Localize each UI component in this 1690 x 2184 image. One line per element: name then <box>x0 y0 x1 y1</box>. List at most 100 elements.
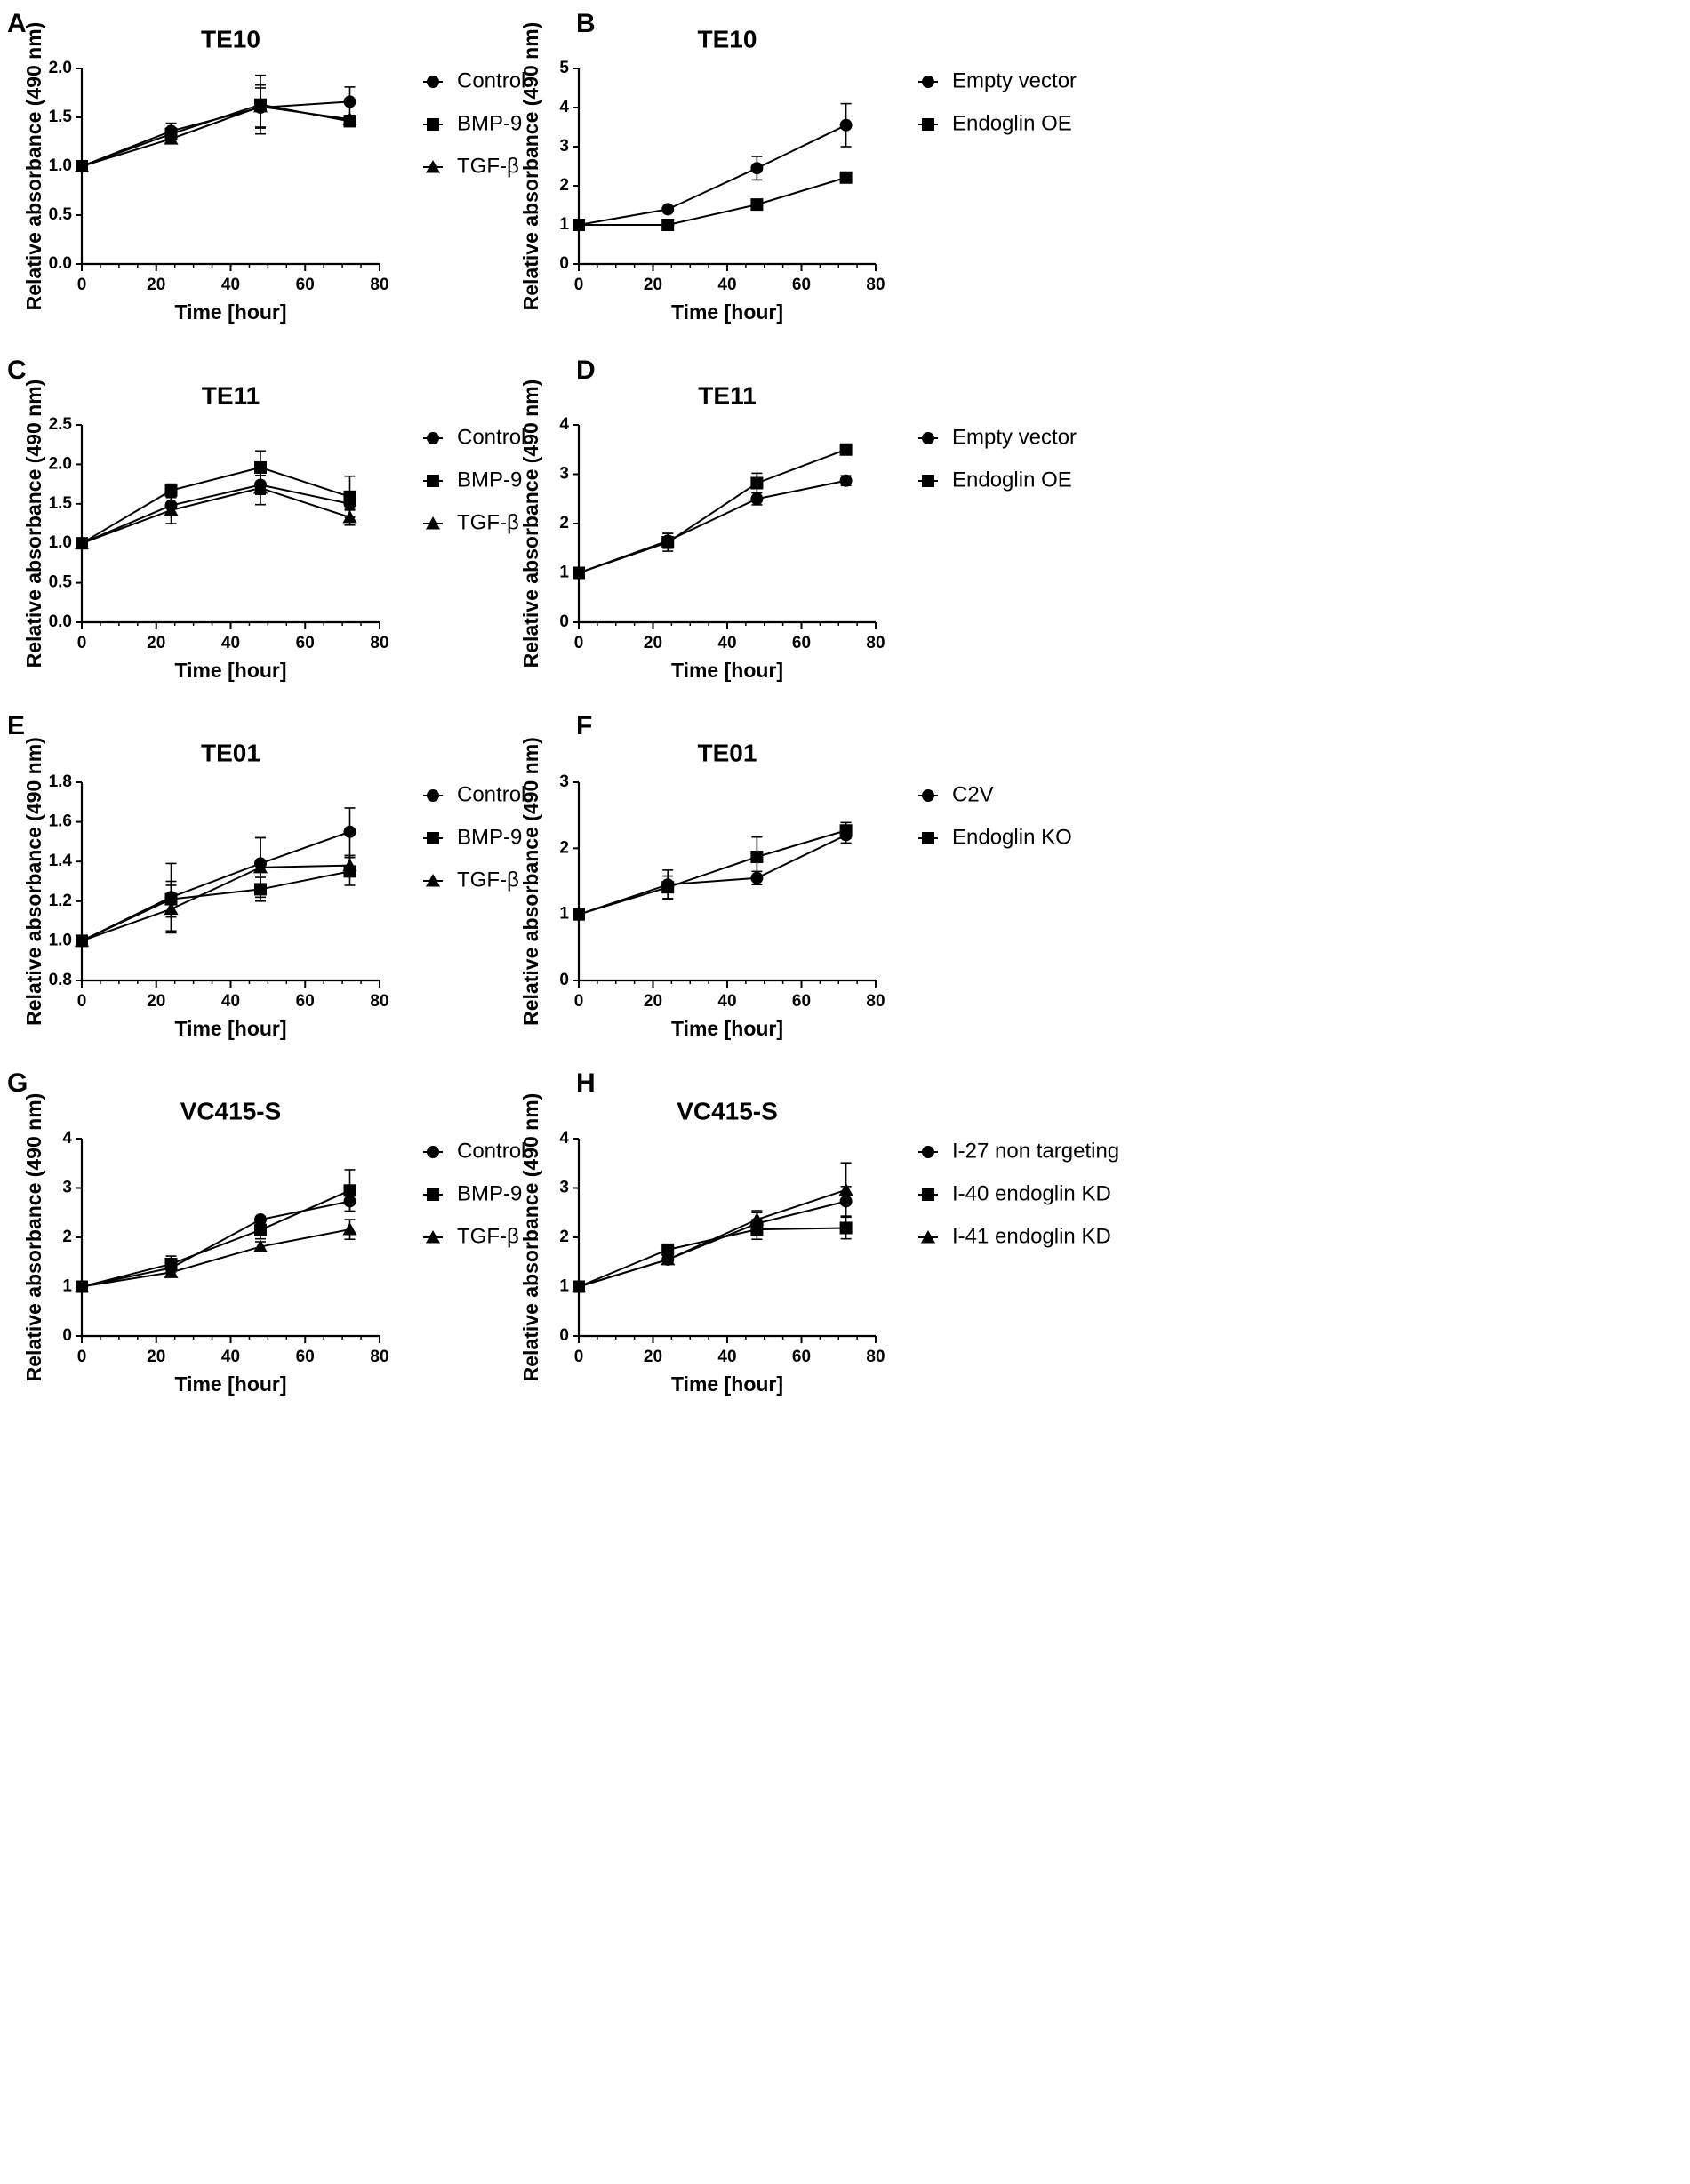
panel-label: H <box>576 1068 596 1098</box>
x-tick-label: 0 <box>574 276 584 294</box>
series-bmp-9 <box>76 856 356 948</box>
y-tick-label: 1 <box>559 1277 569 1296</box>
legend-item: BMP-9 <box>423 468 522 492</box>
y-tick-label: 2.0 <box>49 454 72 473</box>
series-line <box>578 124 847 226</box>
x-tick-label: 60 <box>792 634 811 652</box>
data-point <box>164 484 178 497</box>
chart-title: VC415-S <box>677 1097 778 1124</box>
y-tick-label: 1.8 <box>49 772 72 791</box>
series-control <box>76 86 356 172</box>
legend-marker <box>922 118 934 131</box>
legend-item: TGF-β <box>423 510 519 534</box>
series-tgf- <box>74 836 357 947</box>
y-tick-label: 0 <box>559 612 569 631</box>
legend-label: Control <box>457 68 525 92</box>
legend-item: TGF-β <box>423 868 519 892</box>
y-axis-label: Relative absorbance (490 nm) <box>519 22 542 311</box>
legend-item: Endoglin OE <box>918 468 1072 492</box>
legend-item: TGF-β <box>423 1224 519 1248</box>
data-point <box>343 95 356 108</box>
chart-panel-a: A TE10 0.0 0.5 1.0 1.5 2.0 0 20 40 60 80 Time [hour]… <box>7 9 525 324</box>
legend-label: BMP-9 <box>457 111 522 135</box>
series-line <box>81 830 350 942</box>
x-tick-label: 60 <box>296 276 315 294</box>
x-tick-label: 60 <box>792 276 811 294</box>
x-tick-label: 80 <box>370 276 388 294</box>
data-point <box>74 536 90 549</box>
chart-title: TE10 <box>698 25 757 52</box>
legend-marker <box>922 76 934 88</box>
x-tick-label: 40 <box>717 992 736 1011</box>
legend-label: I-40 endoglin KD <box>952 1181 1111 1205</box>
x-tick-label: 80 <box>866 634 885 652</box>
chart-panel-e: E TE01 0.8 1.0 1.2 1.4 1.6 1.8 0 20 40 60 80 Time [ho… <box>7 711 525 1040</box>
y-tick-label: 1 <box>62 1277 72 1296</box>
data-point <box>343 490 356 503</box>
data-point <box>254 1223 267 1236</box>
y-tick-label: 2 <box>559 176 569 195</box>
data-point <box>254 1213 267 1227</box>
data-point <box>839 443 853 456</box>
legend-marker <box>427 1146 439 1158</box>
legend-label: BMP-9 <box>457 468 522 492</box>
x-tick-label: 0 <box>77 276 87 294</box>
y-tick-label: 2.5 <box>49 415 73 434</box>
x-tick-label: 80 <box>866 992 885 1011</box>
panel-label: D <box>576 356 596 385</box>
series-line <box>578 829 846 916</box>
legend-item: I-40 endoglin KD <box>918 1181 1111 1205</box>
x-axis-label: Time [hour] <box>174 1017 286 1040</box>
series-line <box>81 1228 350 1288</box>
x-tick-label: 80 <box>866 276 885 294</box>
x-tick-label: 20 <box>644 992 662 1011</box>
legend-item: Control <box>423 425 525 449</box>
data-point <box>254 460 267 474</box>
y-tick-label: 2.0 <box>49 59 72 77</box>
series-line <box>578 834 847 916</box>
x-tick-label: 0 <box>574 1348 584 1366</box>
data-point <box>164 901 179 916</box>
series-endoglin-oe <box>573 443 853 580</box>
legend-label: Endoglin OE <box>952 468 1072 492</box>
x-tick-label: 40 <box>717 1348 736 1366</box>
y-tick-label: 0 <box>62 1326 72 1345</box>
y-axis-label: Relative absorbance (490 nm) <box>22 380 45 668</box>
data-point <box>839 118 853 132</box>
series-line <box>81 864 350 942</box>
y-axis-label: Relative absorbance (490 nm) <box>519 1093 542 1382</box>
y-tick-label: 4 <box>62 1129 72 1148</box>
x-tick-label: 60 <box>296 1348 315 1366</box>
x-tick-label: 20 <box>147 992 165 1011</box>
series-line <box>579 176 846 226</box>
data-point <box>750 162 764 175</box>
y-tick-label: 0.0 <box>49 612 72 631</box>
y-tick-label: 2 <box>62 1228 72 1246</box>
legend-label: TGF-β <box>457 868 519 892</box>
y-tick-label: 3 <box>559 137 569 156</box>
legend-marker <box>922 1188 934 1201</box>
y-tick-label: 0.5 <box>49 573 73 592</box>
x-tick-label: 0 <box>574 634 584 652</box>
data-point <box>252 99 268 113</box>
legend-item: Endoglin OE <box>918 111 1072 135</box>
series-tgf- <box>74 470 357 549</box>
legend-label: TGF-β <box>457 1224 519 1248</box>
y-tick-label: 1.2 <box>49 892 72 910</box>
data-point <box>164 1265 179 1278</box>
series-line <box>578 1188 846 1288</box>
x-tick-label: 20 <box>147 634 165 652</box>
y-tick-label: 2 <box>559 838 569 857</box>
y-axis-label: Relative absorbance (490 nm) <box>22 22 45 311</box>
data-point <box>750 850 764 863</box>
data-point <box>164 502 179 516</box>
y-tick-label: 0.5 <box>49 205 73 224</box>
y-tick-label: 0.8 <box>49 971 72 989</box>
data-point <box>661 1243 675 1256</box>
y-axis-label: Relative absorbance (490 nm) <box>22 737 45 1026</box>
data-point <box>573 908 585 921</box>
legend-marker <box>922 475 934 487</box>
y-tick-label: 0 <box>559 254 569 273</box>
legend-label: BMP-9 <box>457 825 522 849</box>
